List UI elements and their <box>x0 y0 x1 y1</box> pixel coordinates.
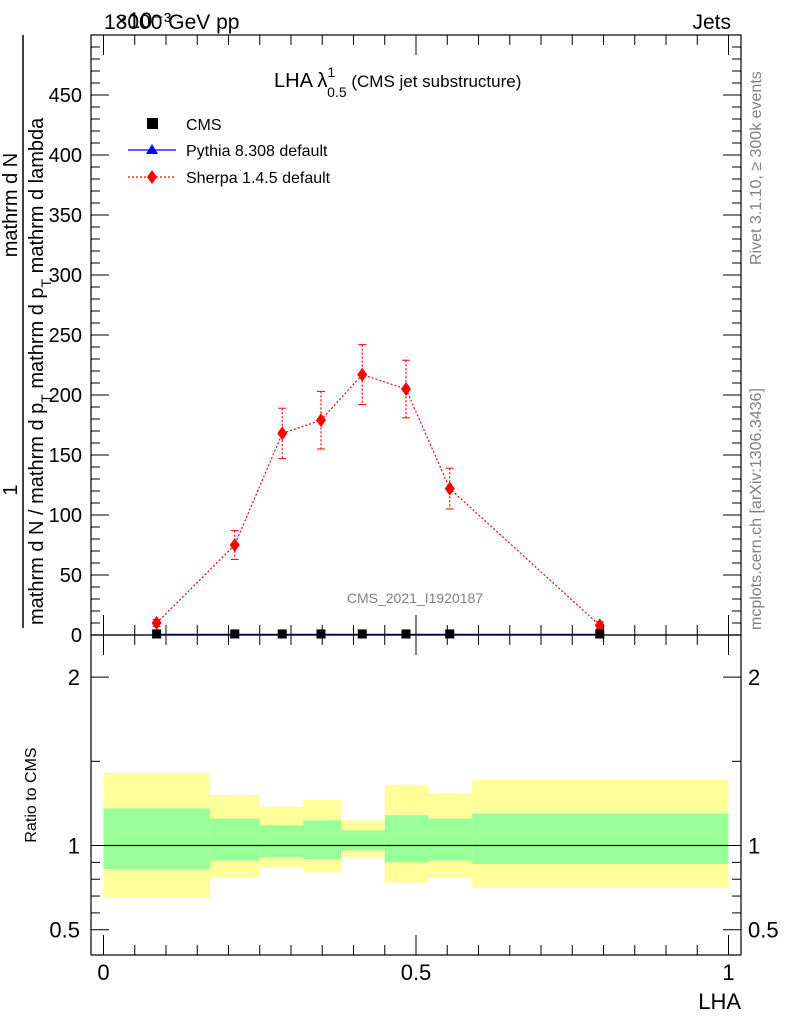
sherpa-point <box>229 538 240 552</box>
x-tick-label: 0.5 <box>401 960 432 985</box>
sherpa-point <box>594 618 605 633</box>
ratio-band-inner-4 <box>341 830 385 851</box>
ratio-band-inner-7 <box>472 813 729 865</box>
y-tick-label: 0 <box>71 625 82 647</box>
exponent-label: ×10⁻³ <box>115 8 171 33</box>
x-axis-label: LHA <box>698 989 741 1014</box>
cms-point <box>595 629 605 639</box>
legend-cms-label: CMS <box>186 117 222 134</box>
collision-label: 13000 GeV pp <box>104 11 239 34</box>
ratio-band-inner-5 <box>384 815 429 863</box>
sherpa-line <box>156 373 601 626</box>
y-axis-label: 1 mathrm d N mathrm d N / mathrm d pT ma… <box>0 35 54 628</box>
ratio-band-inner-1 <box>209 818 260 861</box>
y-tick-label: 250 <box>49 325 82 347</box>
sherpa-point <box>277 426 288 441</box>
cms-point <box>316 629 326 639</box>
mcplots-label: mcplots.cern.ch [arXiv:1306.3436] <box>748 388 765 630</box>
ratio-bands <box>103 773 729 898</box>
axes-layer: 0 50 100 150 200 250 300 350 400 450 0.5 0.5 1 1 2 2 0 0.… <box>49 35 779 985</box>
y-tick-label: 150 <box>49 445 82 467</box>
legend-pythia-marker <box>146 144 158 154</box>
x-tick-label: 0 <box>97 960 109 985</box>
rivet-version-label: Rivet 3.1.10, ≥ 300k events <box>748 71 765 265</box>
legend-pythia-label: Pythia 8.308 default <box>186 143 328 160</box>
sherpa-point <box>151 616 162 630</box>
legend-sherpa-label: Sherpa 1.4.5 default <box>186 170 331 187</box>
y-tick-label: 200 <box>49 385 82 407</box>
cms-point <box>230 629 240 639</box>
y-tick-label: 50 <box>60 565 82 587</box>
ratio-y-tick-label: 1 <box>68 834 80 859</box>
cms-point <box>357 629 367 639</box>
legend-cms-marker <box>147 118 158 129</box>
ratio-y-tick-label-right: 2 <box>748 665 760 690</box>
cms-point <box>401 629 411 639</box>
ratio-y-tick-label: 0.5 <box>49 918 80 943</box>
ratio-y-tick-label-right: 1 <box>748 834 760 859</box>
ratio-y-label: Ratio to CMS <box>23 747 40 842</box>
y-label-denominator: mathrm d N / mathrm d pT mathrm d pT mat… <box>26 117 54 625</box>
ratio-band-inner-3 <box>303 820 341 859</box>
ratio-y-tick-label-right: 0.5 <box>748 918 779 943</box>
series-layer <box>151 344 605 639</box>
cms-point <box>152 629 162 639</box>
y-tick-label: 450 <box>49 85 82 107</box>
ratio-y-tick-label: 2 <box>68 665 80 690</box>
ratio-band-inner-0 <box>103 808 210 870</box>
sherpa-point <box>401 382 411 396</box>
process-label: Jets <box>692 11 731 34</box>
x-tick-label: 1 <box>722 960 734 985</box>
y-label-dn: mathrm d N <box>0 153 22 257</box>
analysis-watermark: CMS_2021_I1920187 <box>347 590 483 606</box>
cms-point <box>277 629 287 639</box>
legend-sherpa-marker <box>147 170 157 184</box>
sherpa-point <box>444 481 455 496</box>
y-tick-label: 300 <box>49 265 82 287</box>
ratio-band-inner-2 <box>259 825 304 858</box>
sherpa-point <box>316 413 326 428</box>
plot-title: LHA λ1 0.5 (CMS jet substructure) <box>274 64 521 100</box>
legend: CMS Pythia 8.308 default Sherpa 1.4.5 de… <box>128 117 331 187</box>
y-tick-label: 100 <box>49 505 82 527</box>
y-label-one: 1 <box>0 484 22 495</box>
sherpa-point <box>357 367 368 382</box>
y-tick-label: 400 <box>49 145 82 167</box>
cms-point <box>445 629 455 639</box>
y-tick-label: 350 <box>49 205 82 227</box>
ratio-band-inner-6 <box>428 818 473 861</box>
